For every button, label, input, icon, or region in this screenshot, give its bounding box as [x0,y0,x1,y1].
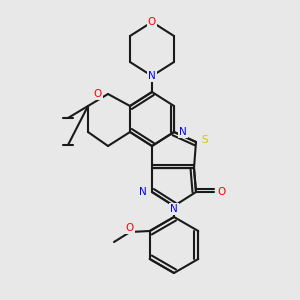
Text: N: N [148,71,156,81]
Text: S: S [202,135,208,145]
Text: O: O [148,17,156,27]
Text: O: O [217,187,225,197]
Text: N: N [139,187,147,197]
Text: O: O [126,223,134,233]
Text: O: O [94,89,102,99]
Text: N: N [179,127,187,137]
Text: N: N [170,204,178,214]
